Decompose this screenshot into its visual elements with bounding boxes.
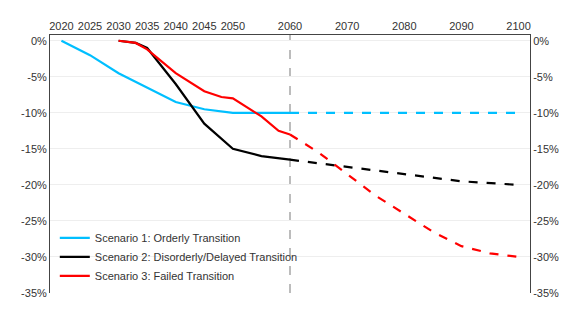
svg-text:-15%: -15% — [21, 143, 47, 155]
svg-text:2035: 2035 — [135, 20, 159, 32]
svg-text:2045: 2045 — [192, 20, 216, 32]
svg-text:-30%: -30% — [533, 251, 559, 263]
svg-text:2090: 2090 — [449, 20, 473, 32]
svg-text:2025: 2025 — [78, 20, 102, 32]
svg-text:2080: 2080 — [392, 20, 416, 32]
svg-text:-25%: -25% — [533, 215, 559, 227]
svg-text:-5%: -5% — [27, 71, 47, 83]
svg-text:-35%: -35% — [533, 287, 559, 299]
svg-text:Scenario 3: Failed Transition: Scenario 3: Failed Transition — [95, 270, 234, 282]
svg-text:2040: 2040 — [163, 20, 187, 32]
svg-text:0%: 0% — [533, 35, 549, 47]
svg-text:2030: 2030 — [106, 20, 130, 32]
svg-text:-25%: -25% — [21, 215, 47, 227]
svg-text:Scenario 2: Disorderly/Delayed: Scenario 2: Disorderly/Delayed Transitio… — [95, 251, 297, 263]
svg-text:-20%: -20% — [533, 179, 559, 191]
svg-text:Scenario 1: Orderly Transition: Scenario 1: Orderly Transition — [95, 232, 241, 244]
svg-text:-20%: -20% — [21, 179, 47, 191]
svg-text:-5%: -5% — [533, 71, 553, 83]
svg-text:2070: 2070 — [335, 20, 359, 32]
svg-text:2050: 2050 — [221, 20, 245, 32]
svg-text:2020: 2020 — [49, 20, 73, 32]
svg-text:-10%: -10% — [533, 107, 559, 119]
svg-text:0%: 0% — [31, 35, 47, 47]
svg-text:2060: 2060 — [278, 20, 302, 32]
svg-text:-15%: -15% — [533, 143, 559, 155]
svg-text:-10%: -10% — [21, 107, 47, 119]
svg-text:-35%: -35% — [21, 287, 47, 299]
svg-text:2100: 2100 — [506, 20, 530, 32]
svg-text:-30%: -30% — [21, 251, 47, 263]
